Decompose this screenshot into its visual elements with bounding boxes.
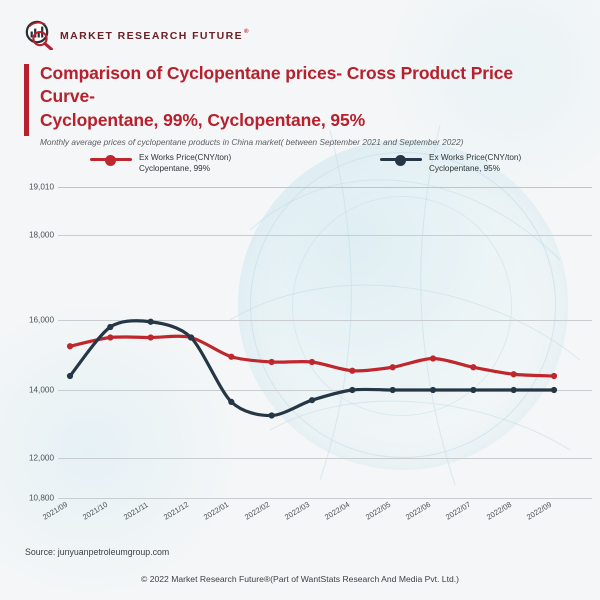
data-point-marker[interactable] (349, 386, 356, 394)
legend-item-cyclopentane-99[interactable]: Ex Works Price(CNY/ton) Cyclopentane, 99… (90, 152, 380, 175)
source-note: Source: junyuanpetroleumgroup.com (25, 547, 170, 557)
y-axis-tick-label: 12,000 (28, 453, 54, 463)
legend-label-99: Ex Works Price(CNY/ton) Cyclopentane, 99… (139, 152, 231, 175)
legend-label-95-line-2: Cyclopentane, 95% (429, 164, 501, 174)
legend-item-cyclopentane-95[interactable]: Ex Works Price(CNY/ton) Cyclopentane, 95… (380, 152, 521, 175)
line-chart: 19,010 18,000 16,000 14,000 12,000 10,800 202… (0, 178, 600, 522)
data-point-marker[interactable] (470, 386, 477, 394)
data-point-marker[interactable] (268, 412, 275, 419)
legend-swatch-icon-99 (90, 152, 132, 168)
x-axis-tick-label: 2021/10 (81, 499, 110, 522)
data-point-marker[interactable] (470, 364, 477, 371)
data-point-marker[interactable] (228, 398, 235, 405)
background-ring-outer (250, 152, 556, 458)
grid-line (58, 320, 592, 321)
series-cyclopentane-95 (66, 318, 558, 419)
x-axis-tick-label: 2022/08 (484, 499, 513, 522)
brand-name-text: MARKET RESEARCH FUTURE (60, 30, 244, 42)
page-subtitle: Monthly average prices of cyclopentane p… (40, 136, 464, 147)
page-title: Comparison of Cyclopentane prices- Cross… (40, 62, 564, 132)
title-accent-bar (24, 64, 29, 136)
series-line (68, 334, 556, 378)
data-point-marker[interactable] (510, 386, 517, 394)
y-axis-tick-label: 18,000 (28, 230, 54, 240)
x-axis-tick-label: 2021/11 (121, 500, 150, 522)
data-point-marker[interactable] (429, 355, 437, 362)
legend-label-95-line-1: Ex Works Price(CNY/ton) (429, 153, 522, 162)
page-title-line-1: Comparison of Cyclopentane prices- Cross… (40, 63, 514, 107)
legend-label-95: Ex Works Price(CNY/ton) Cyclopentane, 95… (429, 152, 521, 175)
series-cyclopentane-99 (66, 334, 558, 380)
data-point-marker[interactable] (429, 386, 437, 394)
x-axis-tick-label: 2022/09 (525, 499, 554, 522)
data-point-marker[interactable] (228, 353, 235, 360)
data-point-marker[interactable] (389, 386, 396, 394)
grid-line (58, 498, 592, 499)
data-point-marker[interactable] (308, 397, 316, 404)
brand-registered-mark: ® (244, 29, 250, 35)
y-axis-tick-label: 10,800 (28, 493, 54, 503)
grid-line (58, 187, 592, 188)
data-point-marker[interactable] (510, 371, 517, 378)
data-point-marker[interactable] (107, 334, 114, 341)
y-axis-tick-label: 16,000 (28, 315, 54, 325)
y-axis-tick-label: 14,000 (28, 385, 54, 395)
series-lines (66, 318, 558, 419)
brand-name: MARKET RESEARCH FUTURE® (60, 29, 250, 42)
data-point-marker[interactable] (66, 372, 74, 380)
grid-line (58, 390, 592, 391)
x-axis-tick-label: 2022/02 (242, 499, 271, 522)
y-axis-tick-label: 19,010 (28, 182, 54, 192)
grid-line (58, 458, 592, 459)
x-axis-tick-label: 2022/03 (283, 499, 312, 522)
x-axis-tick-label: 2021/12 (162, 499, 191, 522)
x-axis-tick-label: 2022/01 (202, 499, 231, 522)
data-point-marker[interactable] (107, 323, 114, 331)
data-point-marker[interactable] (147, 334, 154, 341)
page-title-line-2: Cyclopentane, 99%, Cyclopentane, 95% (40, 109, 366, 130)
data-point-marker[interactable] (550, 386, 558, 394)
data-point-marker[interactable] (349, 367, 356, 374)
data-point-marker[interactable] (389, 364, 396, 371)
grid-line (58, 235, 592, 236)
data-point-marker[interactable] (550, 372, 558, 380)
background-arc-lines (229, 124, 581, 486)
chart-legend: Ex Works Price(CNY/ton) Cyclopentane, 99… (90, 152, 560, 175)
x-axis-tick-label: 2022/04 (323, 499, 352, 522)
x-axis-tick-label: 2022/07 (444, 499, 473, 522)
x-axis-tick-label: 2022/05 (363, 499, 392, 522)
legend-label-99-line-2: Cyclopentane, 99% (139, 164, 211, 174)
legend-swatch-icon-95 (380, 152, 422, 168)
copyright-note: © 2022 Market Research Future®(Part of W… (140, 574, 460, 584)
title-block: Comparison of Cyclopentane prices- Cross… (24, 62, 564, 148)
data-point-marker[interactable] (308, 358, 316, 366)
magnifier-bar-chart-icon (25, 20, 53, 50)
legend-label-99-line-1: Ex Works Price(CNY/ton) (139, 153, 232, 162)
x-axis-tick-label: 2022/06 (404, 499, 433, 522)
brand-logo: MARKET RESEARCH FUTURE® (24, 20, 249, 50)
plot-area (58, 178, 592, 508)
y-axis-labels: 19,010 18,000 16,000 14,000 12,000 10,800 (0, 178, 60, 508)
data-point-marker[interactable] (187, 334, 195, 341)
background-ring-inner (292, 196, 512, 416)
data-point-marker[interactable] (268, 358, 275, 366)
data-point-marker[interactable] (147, 318, 154, 325)
data-point-marker[interactable] (66, 343, 74, 350)
